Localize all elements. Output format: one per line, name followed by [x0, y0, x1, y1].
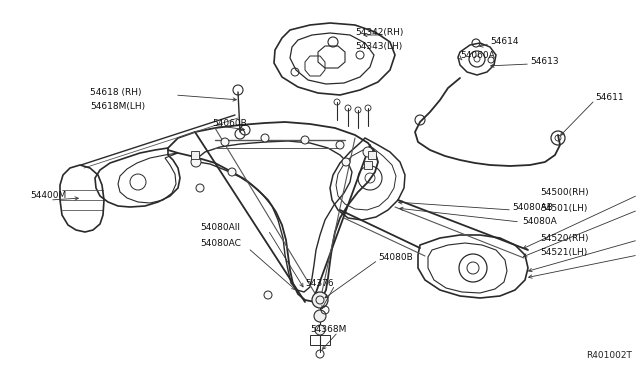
Text: 54060A: 54060A [460, 51, 495, 61]
Text: 54080AB: 54080AB [512, 203, 553, 212]
Text: 54611: 54611 [595, 93, 623, 103]
Text: 54376: 54376 [305, 279, 333, 288]
Bar [310, 335, 330, 345]
Circle shape [196, 184, 204, 192]
Circle shape [191, 157, 201, 167]
Circle shape [228, 168, 236, 176]
Text: 54080AII: 54080AII [200, 224, 240, 232]
Circle shape [314, 310, 326, 322]
Text: 54368M: 54368M [310, 326, 346, 334]
Text: 54618 (RH): 54618 (RH) [90, 89, 141, 97]
Text: 54342(RH): 54342(RH) [355, 29, 403, 38]
Circle shape [264, 291, 272, 299]
Circle shape [312, 292, 328, 308]
Text: R401002T: R401002T [586, 351, 632, 360]
Text: 54500(RH): 54500(RH) [540, 189, 589, 198]
Bar [368, 151, 376, 159]
Circle shape [336, 141, 344, 149]
Text: 54400M: 54400M [30, 192, 67, 201]
Text: 54520(RH): 54520(RH) [540, 234, 589, 243]
Text: 54080AC: 54080AC [200, 240, 241, 248]
Circle shape [261, 134, 269, 142]
Bar [191, 151, 199, 159]
Circle shape [342, 158, 350, 166]
Text: 54521(LH): 54521(LH) [540, 248, 588, 257]
Text: 54080A: 54080A [522, 218, 557, 227]
Circle shape [315, 325, 325, 335]
Text: 54501(LH): 54501(LH) [540, 203, 588, 212]
Circle shape [221, 138, 229, 146]
Text: 54613: 54613 [530, 58, 559, 67]
Bar [364, 161, 372, 169]
Text: 54080B: 54080B [378, 253, 413, 263]
Text: 54618M(LH): 54618M(LH) [90, 103, 145, 112]
Text: 54060B: 54060B [212, 119, 247, 128]
Circle shape [301, 136, 309, 144]
Text: 54614: 54614 [490, 38, 518, 46]
Circle shape [363, 147, 373, 157]
Text: 54343(LH): 54343(LH) [355, 42, 403, 51]
